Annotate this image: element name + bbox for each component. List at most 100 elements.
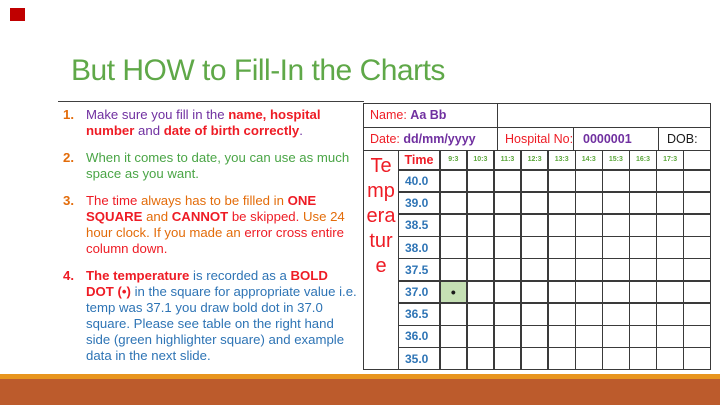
grid-cell: [576, 303, 602, 325]
grid-cell: [548, 170, 575, 192]
grid-cell: [440, 170, 467, 192]
slide-title: But HOW to Fill-In the Charts: [71, 54, 445, 87]
text-segment: CANNOT: [171, 209, 229, 224]
date-cell: Date: dd/mm/yyyy: [364, 128, 498, 150]
grid-cell: [494, 281, 521, 303]
list-text: When it comes to date, you can use as mu…: [86, 150, 358, 182]
grid-cell: [603, 170, 629, 192]
grid-cell: [684, 237, 710, 258]
grid-cell: [467, 259, 494, 281]
grid-cell: [603, 237, 629, 258]
grid-cell: [521, 281, 548, 303]
grid-cell: [521, 214, 548, 236]
time-col-header: 15:3: [603, 151, 629, 169]
grid-cell: [548, 237, 575, 258]
grid-cell: [440, 348, 467, 369]
grid-cell: [494, 326, 521, 347]
grid-cell: [440, 326, 467, 347]
text-segment: and: [134, 123, 164, 138]
grid-cell: [657, 237, 683, 258]
accent-square: [10, 8, 25, 21]
grid-cell: [467, 214, 494, 236]
grid-cell: [440, 259, 467, 281]
temp-row-label: 36.0: [399, 326, 439, 347]
grid-cell: [576, 192, 602, 214]
grid-cell: [684, 259, 710, 281]
grid-cell: [657, 214, 683, 236]
grid-cell: [684, 326, 710, 347]
list-number: 2.: [63, 150, 74, 165]
grid-cell: [603, 259, 629, 281]
grid-cell: [521, 170, 548, 192]
text-segment: Use 24 hour clock. If you made an: [86, 209, 345, 240]
text-segment: name, hospital number: [86, 107, 321, 138]
grid-cell: [603, 281, 629, 303]
time-col-header: 9:3: [440, 151, 467, 169]
highlighted-example-cell: •: [440, 281, 467, 303]
temp-row-label: 36.5: [399, 303, 439, 325]
grid-cell: [684, 281, 710, 303]
temperature-label-line: mp: [367, 180, 395, 202]
grid-cell: [657, 326, 683, 347]
temp-row-label: 38.0: [399, 237, 439, 258]
grid-cell: [630, 192, 656, 214]
list-number: 1.: [63, 107, 74, 122]
grid-cell: [548, 303, 575, 325]
list-item-1: 1. Make sure you fill in the name, hospi…: [58, 107, 362, 139]
grid-cell: [494, 303, 521, 325]
date-label: Date:: [370, 132, 404, 146]
grid-cell: [684, 214, 710, 236]
temp-row-label: 38.5: [399, 214, 439, 236]
grid-cell: [657, 192, 683, 214]
grid-cell: [684, 170, 710, 192]
list-text: The time always has to be filled in ONE …: [86, 193, 358, 257]
footer-band: [0, 379, 720, 405]
temp-row-label: 37.5: [399, 259, 439, 281]
grid-cell: [603, 326, 629, 347]
grid-cell: [630, 348, 656, 369]
text-segment: date of birth correctly: [163, 123, 300, 138]
time-col-header: 10:3: [467, 151, 494, 169]
text-segment: always has to be filled in: [140, 193, 288, 208]
grid-cell: [630, 259, 656, 281]
name-cell: Name: Aa Bb: [364, 104, 498, 127]
bold-dot: •: [450, 283, 456, 300]
list-number: 3.: [63, 193, 74, 208]
grid-cell: [494, 237, 521, 258]
temperature-grid: Time 9:3 10:3 11:3 12:3 13:3 14:3 15:3 1…: [399, 151, 710, 369]
grid-cell: [657, 281, 683, 303]
grid-cell: [548, 259, 575, 281]
hospital-no-value: 0000001: [574, 128, 659, 150]
temperature-axis-label: Te mp era tur e: [364, 151, 399, 369]
list-item-4: 4. The temperature is recorded as a BOLD…: [58, 268, 362, 364]
table-date-row: Date: dd/mm/yyyy Hospital No: 0000001 DO…: [364, 128, 710, 151]
grid-cell: [684, 348, 710, 369]
text-segment: is recorded as a: [189, 268, 291, 283]
grid-cell: [440, 303, 467, 325]
time-col-header: 11:3: [494, 151, 521, 169]
grid-cell: [630, 326, 656, 347]
time-col-header: 16:3: [630, 151, 656, 169]
grid-cell: [603, 192, 629, 214]
time-col-header: 17:3: [657, 151, 683, 169]
grid-cell: [521, 326, 548, 347]
empty-cell: [498, 104, 710, 127]
time-col-header: 12:3: [521, 151, 548, 169]
grid-cell: [576, 348, 602, 369]
text-segment: BOLD DOT (•): [86, 268, 328, 299]
temperature-label-line: Te: [370, 155, 392, 177]
grid-cell: [467, 170, 494, 192]
grid-cell: [494, 170, 521, 192]
name-value: Aa Bb: [410, 108, 447, 122]
text-segment: Make sure you fill in the: [86, 107, 229, 122]
list-item-2: 2. When it comes to date, you can use as…: [58, 150, 362, 182]
grid-cell: [521, 303, 548, 325]
grid-cell: [440, 214, 467, 236]
grid-cell: [467, 348, 494, 369]
grid-cell: [603, 348, 629, 369]
grid-cell: [576, 326, 602, 347]
footer-accent-strip: [0, 374, 720, 379]
text-segment: error cross entire column down.: [86, 225, 345, 256]
grid-cell: [440, 237, 467, 258]
